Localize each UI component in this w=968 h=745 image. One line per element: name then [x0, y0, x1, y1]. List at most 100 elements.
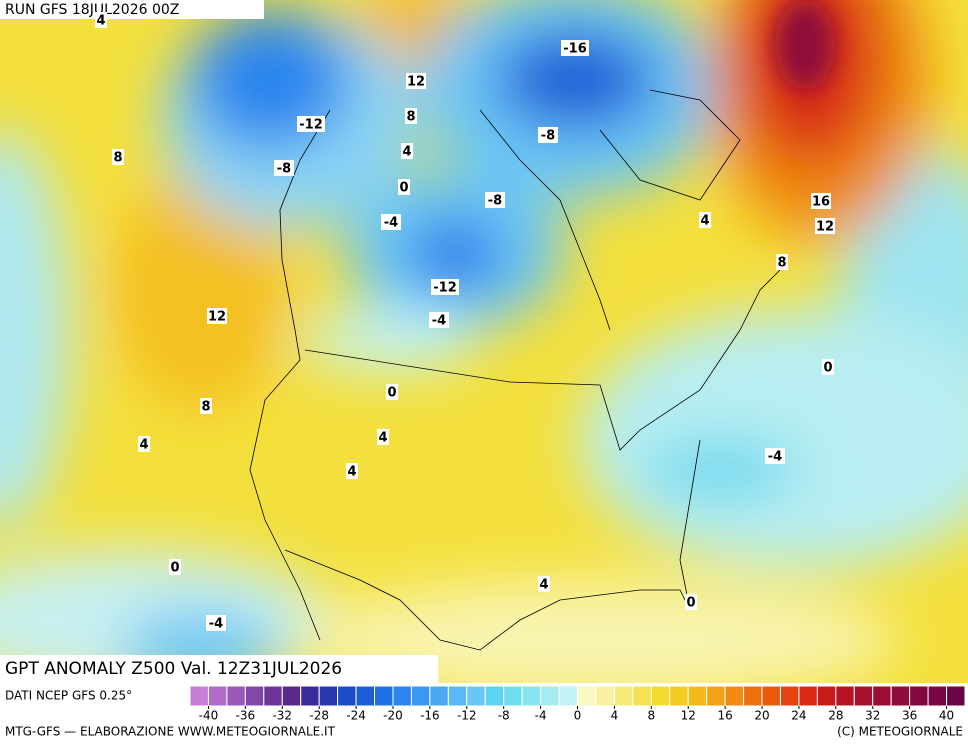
contour-label: -12 [299, 118, 323, 133]
colorbar-cell [890, 685, 911, 707]
field [0, 0, 968, 683]
contour-label: 4 [139, 438, 148, 453]
colorbar-cell [337, 685, 357, 707]
colorbar-cell [318, 685, 339, 707]
colorbar-tick-label: 4 [611, 709, 619, 723]
colorbar-tick-label: -16 [420, 709, 440, 723]
colorbar-cell [743, 685, 763, 707]
colorbar-cell [927, 685, 948, 707]
colorbar-cell [761, 685, 781, 707]
colorbar-tick-label: -40 [199, 709, 219, 723]
colorbar-cell [484, 685, 505, 707]
colorbar-tick-label: -20 [383, 709, 403, 723]
contour-label-bg [538, 576, 550, 592]
contour-label-bg [207, 308, 227, 324]
colorbar-tick-label: 8 [647, 709, 655, 723]
colorbar-tick-label: -36 [236, 709, 256, 723]
contour-label: 8 [201, 400, 210, 415]
contour-label: 4 [96, 14, 105, 29]
contour-label: -12 [433, 281, 457, 296]
title-box [0, 655, 438, 683]
colorbar-tick-label: -8 [498, 709, 510, 723]
contour-label: 4 [378, 431, 387, 446]
contour-label: 0 [170, 561, 179, 576]
contour-label: -4 [768, 450, 782, 465]
colorbar-tick-label: -12 [457, 709, 477, 723]
contour-label-bg [538, 127, 558, 143]
colorbar-tick-label: 40 [939, 709, 954, 723]
contour-label: 0 [823, 361, 832, 376]
colorbar-cell [798, 685, 818, 707]
colorbar-cell [392, 685, 412, 707]
contour-label-bg [429, 312, 449, 328]
colorbar-cell [226, 685, 246, 707]
contour-label: 12 [816, 220, 834, 235]
colorbar-cell [613, 685, 634, 707]
contour-label-bg [699, 212, 711, 228]
colorbar-tick-label: 36 [902, 709, 917, 723]
colorbar-cell [558, 685, 578, 707]
run-label: RUN GFS 18JUL2026 00Z [5, 2, 179, 18]
colorbar-cell [632, 685, 652, 707]
contour-label-bg [95, 12, 107, 28]
colorbar-cell [650, 685, 671, 707]
contour-label: 8 [777, 256, 786, 271]
contour-label: -4 [432, 314, 446, 329]
contour-label-bg [685, 594, 697, 610]
colorbar-cell [724, 685, 745, 707]
colorbar-cell [853, 685, 874, 707]
colorbar-cell [816, 685, 837, 707]
colorbar: -40 -36 -32 -28 -24 -20 -16 -12 -8 -4 0 4 8 12 16 20 24 2… [189, 685, 966, 723]
contour-label: -8 [541, 129, 555, 144]
source-label: DATI NCEP GFS 0.25° [5, 689, 132, 703]
contour-label-bg [811, 193, 831, 209]
colorbar-cell [300, 685, 320, 707]
contour-label-bg [274, 160, 294, 176]
contour-label: 8 [113, 151, 122, 166]
colorbar-cell [244, 685, 265, 707]
contour-label-bg [346, 463, 358, 479]
contour-label-bg [401, 143, 413, 159]
contour-label: 0 [686, 596, 695, 611]
contour-label: 4 [402, 145, 411, 160]
colorbar-cell [687, 685, 708, 707]
contour-label: 12 [208, 310, 226, 325]
contour-label-bg [822, 359, 834, 375]
colorbar-cell [447, 685, 468, 707]
colorbar-tick-label: -32 [272, 709, 292, 723]
footer-left: MTG-GFS — ELABORAZIONE WWW.METEOGIORNALE… [5, 725, 336, 739]
colorbar-tick-label: -24 [346, 709, 366, 723]
contour-label-bg [398, 179, 410, 195]
colorbar-cell [669, 685, 689, 707]
contour-label: 4 [700, 214, 709, 229]
colorbar-cell [374, 685, 394, 707]
contour-label-bg [377, 429, 389, 445]
contour-labels: 4 12 8 4 0 8 -12 -8 -16 -8 -8 -4 -12 -4 4 8 16 12 12 8 4 0 4 4 0… [95, 12, 835, 632]
colorbar-tick-label: 12 [681, 709, 696, 723]
colorbar-cell [355, 685, 376, 707]
contour-label: -16 [563, 42, 587, 57]
colorbar-tick-label: 28 [828, 709, 843, 723]
contour-label-bg [431, 279, 459, 295]
map-title: GPT ANOMALY Z500 Val. 12Z31JUL2026 [5, 659, 342, 679]
colorbar-tick-label: 24 [791, 709, 806, 723]
colorbar-cell [281, 685, 302, 707]
contour-label-bg [138, 436, 150, 452]
footer-right: (C) METEOGIORNALE [837, 725, 963, 739]
contour-label-bg [485, 192, 505, 208]
contour-label-bg [169, 559, 181, 575]
colorbar-cell [577, 685, 597, 707]
contour-label: 0 [399, 181, 408, 196]
colorbar-cell [835, 685, 855, 707]
contour-label-bg [112, 149, 124, 165]
contour-label: -4 [209, 617, 223, 632]
colorbar-cell [466, 685, 486, 707]
colorbar-cell [946, 685, 966, 707]
contour-label-bg [206, 615, 226, 631]
colorbar-cell [207, 685, 228, 707]
contour-label-bg [381, 214, 401, 230]
colorbar-tick-label: -4 [535, 709, 547, 723]
header-box [0, 0, 264, 19]
